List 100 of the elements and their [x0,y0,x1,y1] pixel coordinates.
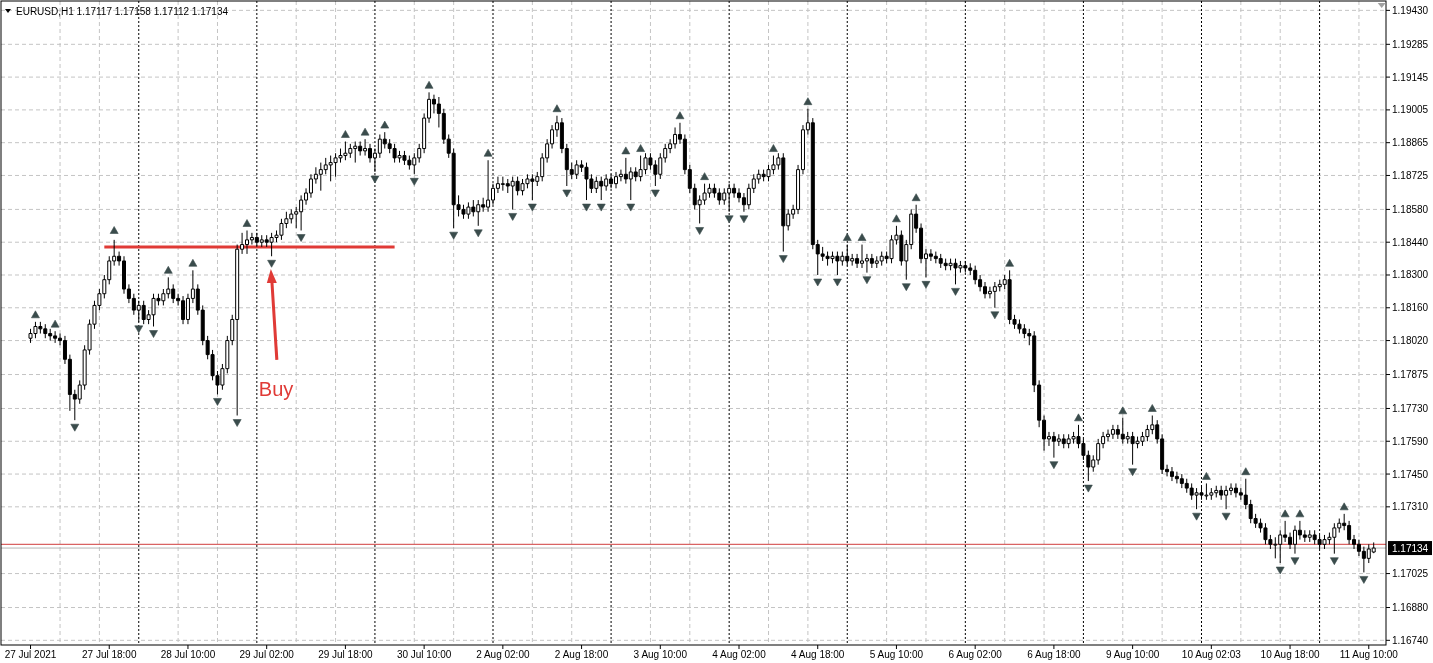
y-tick-label: 1.18020 [1392,335,1429,347]
point [990,311,1000,320]
text: EURUSD,H1 1.17117 1.17158 1.17112 1.17134 [16,6,229,17]
y-tick-label: 1.19430 [1392,4,1429,16]
point [1280,509,1290,518]
point [409,178,419,186]
point [242,219,252,227]
y-tick-label: 1.18160 [1392,302,1429,314]
x-tick-label: 4 Aug 18:00 [791,649,845,660]
point [380,120,390,129]
point [892,214,901,223]
y-tick-label: 1.16740 [1392,634,1429,646]
point [1221,512,1231,521]
point [1295,509,1305,518]
point [626,203,636,212]
point [1359,576,1369,584]
annotation: Buy [258,377,294,400]
point [1339,502,1349,511]
y-tick-label: 1.17730 [1392,402,1429,414]
x-tick-label: 2 Aug 02:00 [476,649,530,660]
point [483,148,493,157]
point [552,104,562,113]
point [31,310,40,319]
point [1330,557,1339,565]
x-tick-label: 10 Aug 02:03 [1181,649,1242,660]
point [508,213,517,221]
x-tick-label: 10 Aug 18:00 [1260,649,1320,660]
point [149,330,158,338]
point [473,229,483,238]
y-tick-label: 1.18440 [1392,236,1429,248]
point [341,130,350,138]
point [188,258,198,267]
x-tick-label: 29 Jul 18:00 [318,649,374,660]
y-tick-label: 1.19005 [1392,104,1429,116]
point [636,144,645,152]
point [739,215,749,224]
y-tick-label: 1.17875 [1392,369,1429,381]
point [911,193,921,202]
point [921,281,931,289]
y-tick-label: 1.19285 [1392,38,1429,50]
point [778,255,788,263]
point [1275,566,1285,575]
point [424,81,434,89]
x-tick-label: 30 Jul 10:00 [396,649,452,660]
point [163,266,173,274]
point [769,144,778,152]
point [582,203,591,212]
point [370,175,380,184]
point [1049,461,1059,469]
point [213,398,222,406]
x-tick-label: 2 Aug 18:00 [554,649,609,660]
y-tick-label: 1.18725 [1392,169,1429,181]
y-tick-label: 1.16880 [1392,602,1429,614]
point [50,319,60,328]
x-tick-label: 3 Aug 10:00 [633,649,688,660]
point [901,283,911,291]
point [1118,406,1128,415]
point [1148,404,1157,412]
point [528,203,537,212]
point [951,288,960,296]
point [857,233,867,241]
point [109,226,119,234]
point [1241,467,1251,476]
point [1192,512,1201,521]
x-tick-label: 6 Aug 18:00 [1027,649,1082,660]
point [651,189,660,198]
point [232,419,242,427]
x-tick-label: 9 Aug 10:00 [1105,649,1160,660]
point [1128,468,1137,477]
point [695,227,704,235]
y-tick-label: 1.17025 [1392,568,1429,580]
x-tick-label: 28 Jul 10:00 [160,649,216,660]
point [1005,258,1014,267]
point [842,233,852,241]
y-tick-label: 1.19145 [1392,71,1429,83]
y-tick-label: 1.17590 [1392,435,1429,447]
point [70,423,80,432]
point [296,234,306,242]
x-tick-label: 4 Aug 02:00 [712,649,767,660]
point [1202,472,1211,480]
x-tick-label: 29 Jul 02:00 [239,649,295,660]
point [134,325,144,334]
point [862,276,872,284]
point [833,278,842,287]
point [562,189,572,198]
point [675,111,685,120]
point [621,146,631,155]
x-tick-label: 27 Jul 18:00 [81,649,137,660]
point [1290,557,1300,565]
x-tick-label: 27 Jul 2021 [4,649,57,660]
point [803,97,813,105]
point [1084,484,1093,493]
point [596,203,606,212]
y-tick-label: 1.17450 [1392,468,1429,480]
ref-line-label: 1.17134 [1392,542,1429,554]
x-tick-label: 5 Aug 10:00 [869,649,924,660]
point [267,259,276,268]
y-tick-label: 1.17310 [1392,501,1429,513]
y-tick-label: 1.18300 [1392,269,1429,281]
y-tick-label: 1.18580 [1392,203,1429,215]
